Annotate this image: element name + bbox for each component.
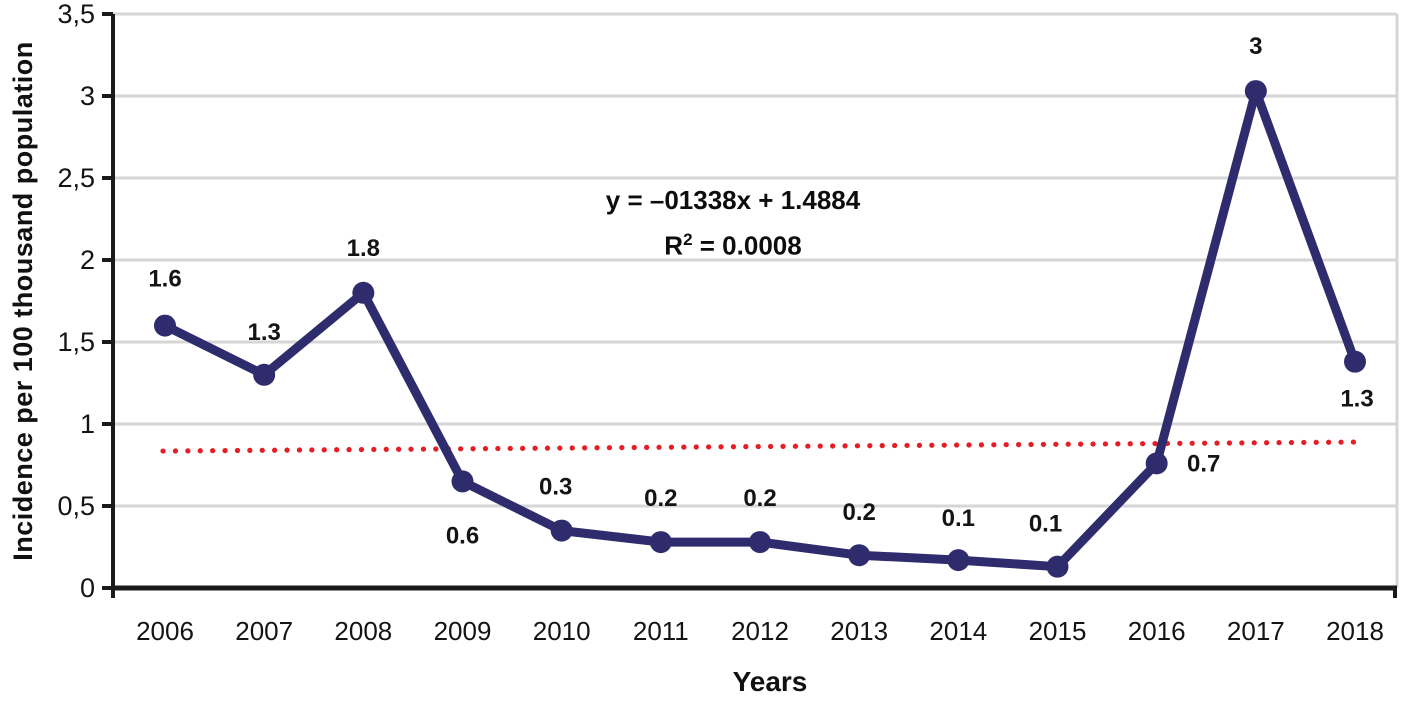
x-tick-label: 2017 xyxy=(1227,616,1285,646)
data-label-2010: 0.3 xyxy=(539,474,572,501)
data-point-2011 xyxy=(649,531,672,554)
data-label-2006: 1.6 xyxy=(148,266,181,293)
data-point-2009 xyxy=(451,470,474,493)
y-tick-label: 2,5 xyxy=(57,163,95,193)
data-point-2008 xyxy=(352,281,375,304)
data-label-2017: 3 xyxy=(1249,33,1262,60)
y-tick-label: 0 xyxy=(80,573,95,603)
x-tick-label: 2015 xyxy=(1029,616,1087,646)
trendline-r-squared: R2 = 0.0008 xyxy=(664,230,802,261)
data-label-2013: 0.2 xyxy=(842,499,875,526)
data-label-2012: 0.2 xyxy=(743,485,776,512)
data-point-2007 xyxy=(253,363,276,386)
data-label-2018: 1.3 xyxy=(1340,386,1373,413)
x-tick-label: 2014 xyxy=(929,616,987,646)
x-tick-label: 2016 xyxy=(1128,616,1186,646)
data-label-2009: 0.6 xyxy=(446,522,479,549)
data-label-2007: 1.3 xyxy=(247,319,280,346)
data-point-2018 xyxy=(1344,350,1366,373)
data-label-2016: 0.7 xyxy=(1187,450,1220,477)
data-point-2014 xyxy=(947,549,970,572)
x-tick-label: 2013 xyxy=(830,616,888,646)
data-point-2012 xyxy=(749,531,771,554)
data-point-2017 xyxy=(1244,80,1267,103)
data-label-2014: 0.1 xyxy=(942,505,975,532)
x-tick-label: 2007 xyxy=(235,616,293,646)
y-tick-label: 0,5 xyxy=(57,491,95,521)
x-tick-label: 2018 xyxy=(1326,616,1384,646)
data-point-2016 xyxy=(1145,452,1168,475)
y-tick-label: 2 xyxy=(80,245,95,275)
data-point-2006 xyxy=(154,314,176,337)
x-tick-label: 2009 xyxy=(434,616,492,646)
data-point-2010 xyxy=(550,519,573,542)
y-tick-label: 3 xyxy=(80,81,95,111)
x-axis-title: Years xyxy=(732,666,808,697)
x-tick-label: 2008 xyxy=(334,616,392,646)
trendline-equation: y = –01338x + 1.4884 xyxy=(605,185,861,215)
x-tick-label: 2010 xyxy=(533,616,591,646)
data-point-2015 xyxy=(1046,555,1069,578)
y-tick-label: 1,5 xyxy=(57,327,95,357)
y-tick-label: 1 xyxy=(80,409,95,439)
x-tick-label: 2011 xyxy=(633,616,689,646)
y-axis-title: Incidence per 100 thousand population xyxy=(8,41,38,561)
trendline-annotation: y = –01338x + 1.4884 R2 = 0.0008 xyxy=(433,181,1033,266)
x-tick-label: 2012 xyxy=(731,616,789,646)
data-label-2008: 1.8 xyxy=(347,235,380,262)
y-tick-label: 3,5 xyxy=(57,0,95,29)
data-label-2011: 0.2 xyxy=(644,485,677,512)
x-tick-label: 2006 xyxy=(136,616,194,646)
data-point-2013 xyxy=(848,544,871,567)
data-label-2015: 0.1 xyxy=(1029,511,1062,538)
trendline-dotted xyxy=(160,439,1361,454)
